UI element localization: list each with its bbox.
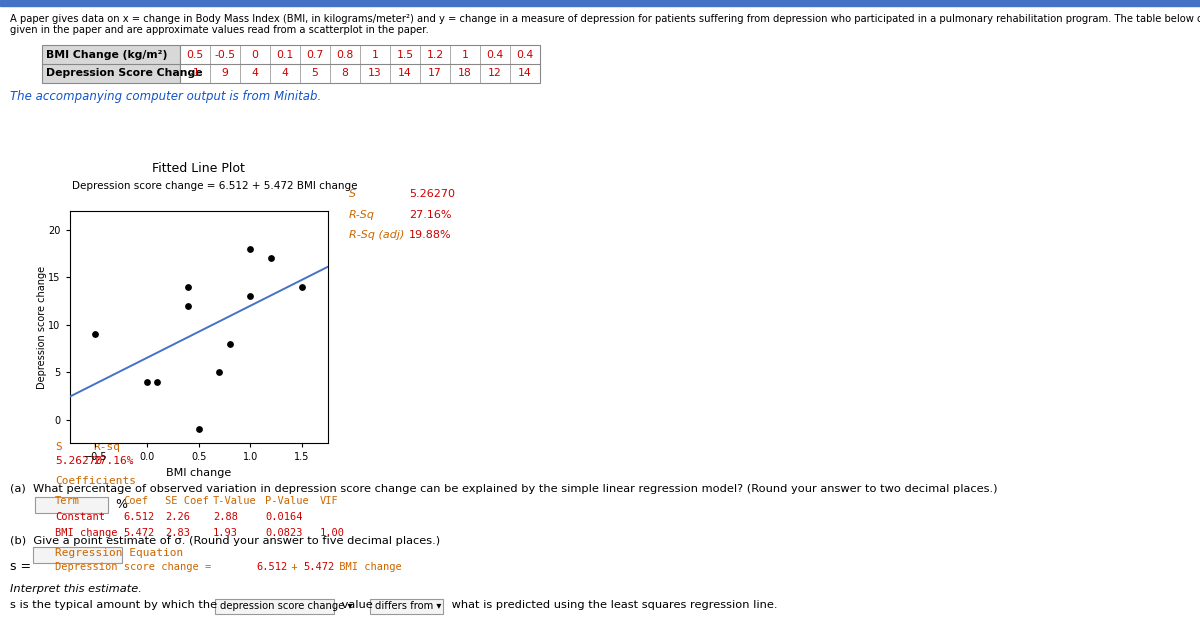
Point [220,339,239,348]
Point [210,367,229,377]
Text: -0.5: -0.5 [215,50,235,60]
Text: 0.7: 0.7 [306,50,324,60]
Text: 0: 0 [252,50,258,60]
Text: Fitted Line Plot: Fitted Line Plot [152,162,245,175]
Text: 0.0164: 0.0164 [265,512,302,522]
Point [262,254,281,264]
Text: 0.1: 0.1 [276,50,294,60]
Text: 6.512: 6.512 [256,562,287,572]
Text: %: % [115,497,127,510]
Text: depression score change ▾: depression score change ▾ [220,601,353,611]
Text: T-Value: T-Value [214,496,257,506]
Text: 5.26270: 5.26270 [409,189,455,199]
Text: 9: 9 [222,68,228,79]
Text: 0.0823: 0.0823 [265,528,302,538]
Text: 18: 18 [458,68,472,79]
Text: s =: s = [10,560,31,573]
Text: 2.88: 2.88 [214,512,238,522]
Text: 1: 1 [372,50,378,60]
Text: 0.5: 0.5 [186,50,204,60]
Text: +: + [286,562,304,572]
Text: 1.5: 1.5 [396,50,414,60]
Text: The accompanying computer output is from Minitab.: The accompanying computer output is from… [10,90,322,103]
Text: 2.26: 2.26 [166,512,190,522]
Point [240,244,259,254]
Text: 1: 1 [462,50,468,60]
Text: 1.93: 1.93 [214,528,238,538]
Text: A paper gives data on x = change in Body Mass Index (BMI, in kilograms/meter²) a: A paper gives data on x = change in Body… [10,14,1200,24]
Text: 5.26270: 5.26270 [55,456,102,466]
Text: Constant: Constant [55,512,106,522]
Point [138,377,156,387]
Text: 2.83: 2.83 [166,528,190,538]
Text: Interpret this estimate.: Interpret this estimate. [10,584,142,594]
Text: value: value [338,600,377,610]
Point [148,377,167,387]
Text: Depression score change = 6.512 + 5.472 BMI change: Depression score change = 6.512 + 5.472 … [72,181,358,191]
Text: Coefficients: Coefficients [55,476,136,486]
Text: 12: 12 [488,68,502,79]
FancyBboxPatch shape [35,497,108,513]
Text: BMI change: BMI change [334,562,402,572]
Text: Depression Score Change: Depression Score Change [46,68,203,79]
FancyBboxPatch shape [215,598,334,614]
Text: differs from ▾: differs from ▾ [374,601,442,611]
Text: R-Sq: R-Sq [349,210,376,219]
Y-axis label: Depression score change: Depression score change [37,265,47,389]
Text: S: S [55,442,61,452]
Text: 19.88%: 19.88% [409,230,452,240]
Text: P-Value: P-Value [265,496,308,506]
Text: 13: 13 [368,68,382,79]
Text: Coef: Coef [124,496,148,506]
FancyBboxPatch shape [370,598,443,614]
Text: 5.472: 5.472 [302,562,335,572]
Text: R-sq: R-sq [94,442,120,452]
Point [179,301,198,311]
Text: 6.512: 6.512 [124,512,155,522]
Bar [180,45,540,83]
Point [190,424,209,434]
Text: 4: 4 [282,68,288,79]
Text: Term: Term [55,496,80,506]
Text: 5.472: 5.472 [124,528,155,538]
Text: Depression score change =: Depression score change = [55,562,217,572]
Text: BMI Change (kg/m²): BMI Change (kg/m²) [46,50,167,60]
Bar [0,0,1200,6]
Text: 1.00: 1.00 [320,528,346,538]
Text: s is the typical amount by which the: s is the typical amount by which the [10,600,221,610]
Text: given in the paper and are approximate values read from a scatterplot in the pap: given in the paper and are approximate v… [10,25,428,35]
Text: 0.4: 0.4 [486,50,504,60]
Bar [42,45,180,83]
Point [179,281,198,291]
Text: (b)  Give a point estimate of σ. (Round your answer to five decimal places.): (b) Give a point estimate of σ. (Round y… [10,536,440,546]
Text: 14: 14 [518,68,532,79]
Text: 14: 14 [398,68,412,79]
Text: 4: 4 [252,68,258,79]
Text: 27.16%: 27.16% [94,456,133,466]
Text: 0.4: 0.4 [516,50,534,60]
Text: VIF: VIF [320,496,338,506]
Text: what is predicted using the least squares regression line.: what is predicted using the least square… [448,600,778,610]
X-axis label: BMI change: BMI change [166,468,232,478]
Text: R-Sq (adj): R-Sq (adj) [349,230,404,240]
Text: 8: 8 [342,68,348,79]
Text: S: S [349,189,356,199]
Point [293,281,312,291]
Text: 1.2: 1.2 [426,50,444,60]
Text: 5: 5 [312,68,318,79]
Point [86,329,106,339]
Text: 27.16%: 27.16% [409,210,451,219]
Text: -1: -1 [190,68,200,79]
Text: BMI change: BMI change [55,528,118,538]
Text: Regression Equation: Regression Equation [55,548,184,558]
Text: (a)  What percentage of observed variation in depression score change can be exp: (a) What percentage of observed variatio… [10,484,997,494]
Text: 17: 17 [428,68,442,79]
Point [240,291,259,301]
FancyBboxPatch shape [32,546,121,562]
Text: SE Coef: SE Coef [166,496,209,506]
Text: 0.8: 0.8 [336,50,354,60]
